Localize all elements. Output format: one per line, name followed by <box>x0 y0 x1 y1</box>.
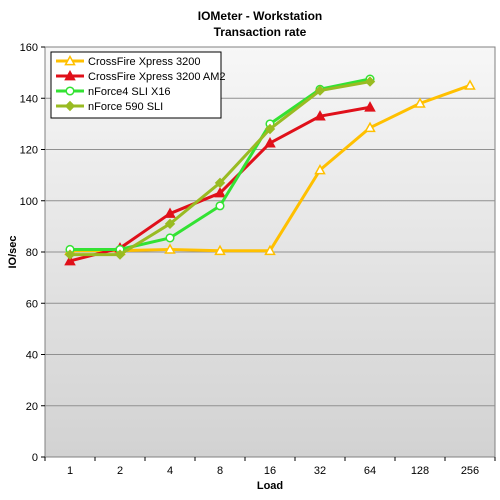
data-point-1-4 <box>264 137 276 148</box>
data-point-3-6 <box>364 76 376 87</box>
legend-marker-2 <box>65 86 75 96</box>
data-point-1-3 <box>214 187 226 198</box>
legend-label-0: CrossFire Xpress 3200 <box>88 56 201 68</box>
y-tick-label-8: 160 <box>20 42 38 54</box>
x-tick-label-3: 8 <box>217 465 223 477</box>
data-point-3-4 <box>264 123 276 135</box>
data-point-0-8 <box>464 79 476 90</box>
x-tick-label-2: 4 <box>167 465 173 477</box>
data-point-0-2 <box>164 243 176 254</box>
data-point-1-6 <box>364 101 376 112</box>
data-point-3-0 <box>64 249 76 260</box>
legend-label-2: nForce4 SLI X16 <box>88 86 171 98</box>
series-3 <box>64 76 376 260</box>
legend-label-3: nForce 590 SLI <box>88 101 163 113</box>
y-tick-label-0: 0 <box>32 452 38 464</box>
x-tick-label-7: 128 <box>411 465 429 477</box>
data-point-3-3 <box>214 177 226 189</box>
x-tick-label-4: 16 <box>264 465 276 477</box>
y-axis-label: IO/sec <box>7 235 19 268</box>
x-tick-label-0: 1 <box>67 465 73 477</box>
y-axis: 0 20 40 60 80 100 120 140 160 <box>20 42 45 464</box>
data-point-1-2 <box>164 207 176 218</box>
chart-subtitle: Transaction rate <box>214 25 307 39</box>
data-point-1-0 <box>64 254 76 266</box>
chart-title: IOMeter - Workstation <box>198 9 322 23</box>
data-point-2-2 <box>165 233 175 243</box>
x-axis: 1 2 4 8 16 32 64 128 256 <box>44 457 496 477</box>
data-point-0-7 <box>414 97 426 108</box>
data-point-0-3 <box>214 244 226 256</box>
x-tick-label-8: 256 <box>461 465 479 477</box>
y-tick-label-3: 60 <box>26 298 38 310</box>
y-tick-label-2: 40 <box>26 350 38 362</box>
data-point-3-2 <box>164 218 176 230</box>
y-tick-label-1: 20 <box>26 401 38 413</box>
data-point-0-5 <box>314 163 326 175</box>
y-tick-label-5: 100 <box>20 196 38 208</box>
y-tick-label-6: 120 <box>20 145 38 157</box>
series-layer <box>64 74 476 266</box>
legend-label-1: CrossFire Xpress 3200 AM2 <box>88 71 226 83</box>
data-point-3-1 <box>114 249 126 260</box>
data-point-3-5 <box>314 85 326 96</box>
legend: CrossFire Xpress 3200 CrossFire Xpress 32… <box>50 51 226 119</box>
data-point-1-5 <box>314 110 326 121</box>
y-tick-label-4: 80 <box>26 247 38 259</box>
legend-marker-1 <box>64 69 76 81</box>
data-point-0-4 <box>264 244 276 256</box>
legend-marker-3 <box>64 100 76 112</box>
data-point-0-6 <box>364 121 376 133</box>
x-axis-label: Load <box>257 480 283 492</box>
x-tick-label-5: 32 <box>314 465 326 477</box>
x-tick-label-1: 2 <box>117 465 123 477</box>
y-tick-label-7: 140 <box>20 93 38 105</box>
x-tick-label-6: 64 <box>364 465 376 477</box>
legend-marker-0 <box>64 54 76 66</box>
data-point-2-3 <box>215 201 225 211</box>
